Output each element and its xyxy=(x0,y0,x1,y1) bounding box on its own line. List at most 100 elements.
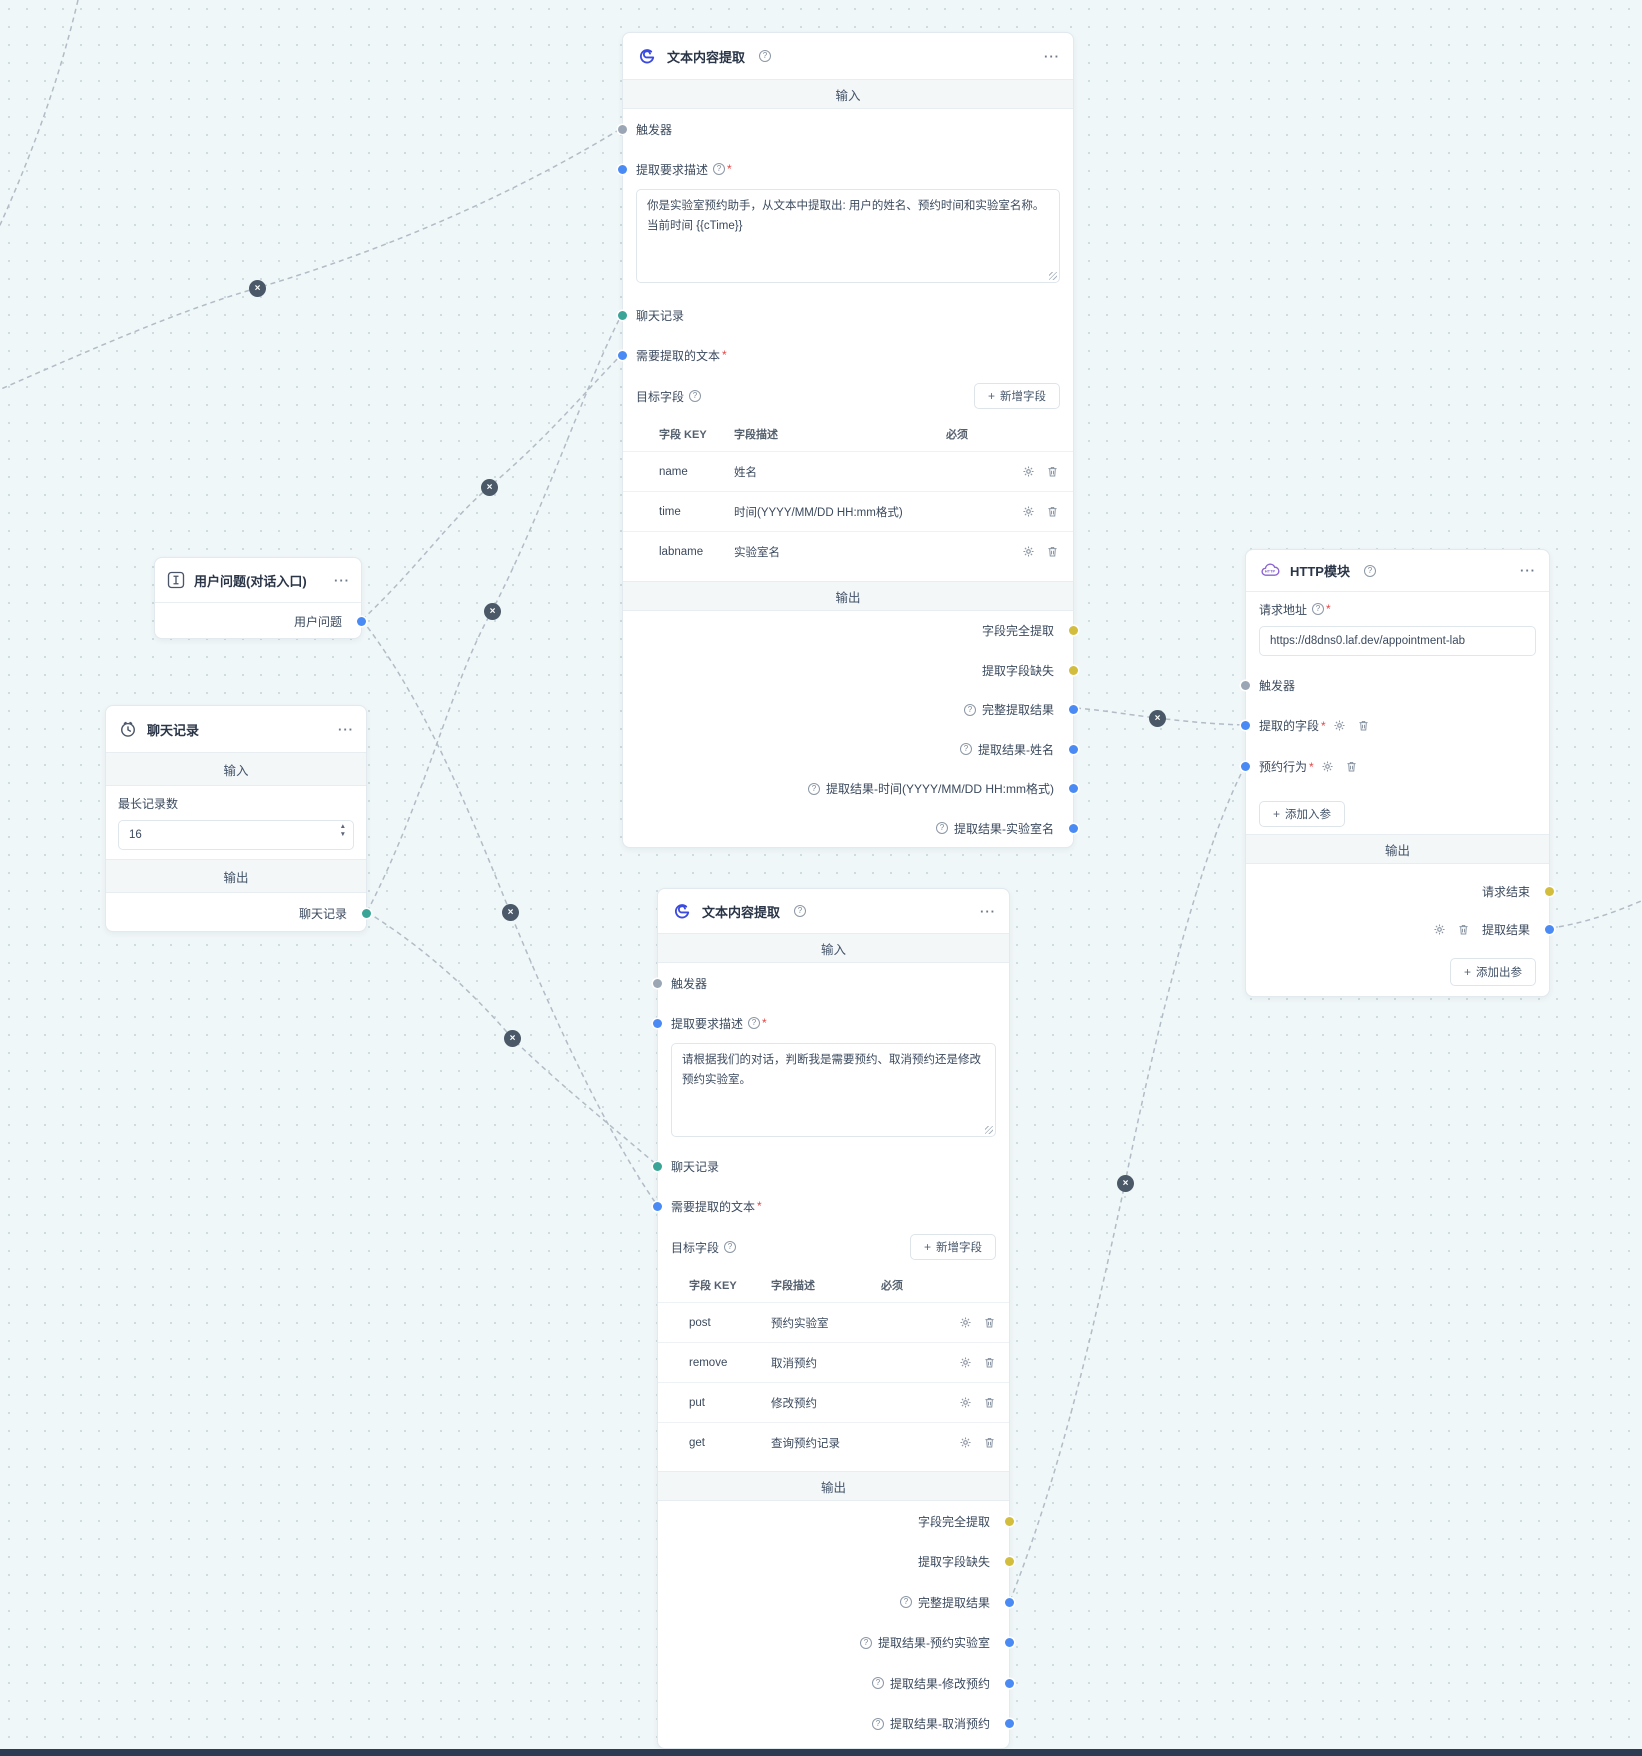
help-icon[interactable]: ? xyxy=(759,50,772,62)
trash-icon[interactable] xyxy=(1357,719,1370,732)
textarea-resize-handle[interactable] xyxy=(985,1126,993,1134)
clock-icon xyxy=(121,721,135,737)
help-icon[interactable]: ? xyxy=(963,703,976,716)
trash-icon[interactable] xyxy=(1046,505,1059,518)
input-handle[interactable] xyxy=(618,350,627,360)
input-handle[interactable] xyxy=(618,124,627,134)
textarea-resize-handle[interactable] xyxy=(1049,272,1057,280)
gear-icon[interactable] xyxy=(959,1356,972,1369)
trash-icon[interactable] xyxy=(1345,760,1358,773)
output-handle[interactable] xyxy=(1069,744,1078,754)
input-handle[interactable] xyxy=(1241,762,1250,771)
gear-icon[interactable] xyxy=(959,1436,972,1449)
edge-path[interactable] xyxy=(1549,898,1642,929)
edge-delete-icon[interactable]: × xyxy=(1117,1175,1134,1192)
request-url-input[interactable] xyxy=(1259,626,1536,656)
more-menu-icon[interactable]: ··· xyxy=(1044,48,1060,64)
edge-delete-icon[interactable]: × xyxy=(481,479,498,496)
output-handle[interactable] xyxy=(1005,1719,1014,1729)
edge-path[interactable] xyxy=(0,0,79,238)
more-menu-icon[interactable]: ··· xyxy=(980,903,996,919)
output-handle[interactable] xyxy=(1005,1516,1014,1526)
edge-delete-icon[interactable]: × xyxy=(504,1030,521,1047)
output-handle[interactable] xyxy=(1069,705,1078,715)
output-handle[interactable] xyxy=(1545,924,1554,934)
more-menu-icon[interactable]: ··· xyxy=(338,721,354,737)
edge-delete-icon[interactable]: × xyxy=(1149,710,1166,727)
field-desc: 查询预约记录 xyxy=(771,1437,840,1450)
output-handle[interactable] xyxy=(1005,1557,1014,1567)
trash-icon[interactable] xyxy=(1046,465,1059,478)
node-user-question[interactable]: 用户问题(对话入口) ··· 用户问题 xyxy=(154,557,366,639)
help-icon[interactable]: ? xyxy=(1363,564,1376,577)
edge-delete-icon[interactable]: × xyxy=(502,904,519,921)
edge-delete-icon[interactable]: × xyxy=(249,280,266,297)
gear-icon[interactable] xyxy=(1022,545,1035,558)
more-menu-icon[interactable]: ··· xyxy=(334,572,350,588)
add-field-button[interactable]: + 新增字段 xyxy=(909,1234,996,1260)
gear-icon[interactable] xyxy=(959,1396,972,1409)
help-icon[interactable]: ? xyxy=(860,1636,872,1649)
add-input-param-button[interactable]: + 添加入参 xyxy=(1259,801,1346,827)
input-handle[interactable] xyxy=(1241,721,1250,730)
node-chat-history[interactable]: 聊天记录 ··· 输入 最长记录数 ▲ ▼ 输出 聊天记录 xyxy=(105,705,371,932)
output-handle[interactable] xyxy=(1005,1597,1014,1607)
stepper-arrows[interactable]: ▲ ▼ xyxy=(339,823,346,838)
edge-path[interactable] xyxy=(0,127,623,392)
trash-icon[interactable] xyxy=(1457,923,1470,936)
trash-icon[interactable] xyxy=(983,1356,996,1369)
help-icon[interactable]: ? xyxy=(936,822,948,835)
trash-icon[interactable] xyxy=(983,1316,996,1329)
output-handle[interactable] xyxy=(1005,1638,1014,1648)
help-icon[interactable]: ? xyxy=(960,743,972,756)
help-icon[interactable]: ? xyxy=(808,782,820,795)
node-content-extract-bottom[interactable]: 文本内容提取 ? ··· 输入 触发器 提取要求描述 ? * 请根据我们的对话，… xyxy=(653,888,1014,1749)
help-icon[interactable]: ? xyxy=(724,1241,737,1253)
help-icon[interactable]: ? xyxy=(713,163,726,175)
gear-icon[interactable] xyxy=(1333,719,1346,732)
input-handle[interactable] xyxy=(618,310,627,320)
extract-description-textarea[interactable]: 你是实验室预约助手，从文本中提取出: 用户的姓名、预约时间和实验室名称。当前时间… xyxy=(636,189,1060,283)
output-handle[interactable] xyxy=(1069,784,1078,794)
node-content-extract-top[interactable]: 文本内容提取 ? ··· 输入 触发器 提取要求描述 ? * 你是实验室预约助手… xyxy=(618,32,1078,848)
help-icon[interactable]: ? xyxy=(872,1717,884,1730)
add-field-button[interactable]: + 新增字段 xyxy=(973,383,1060,409)
output-handle[interactable] xyxy=(1069,626,1078,636)
input-handle[interactable] xyxy=(618,164,627,174)
edge-delete-icon[interactable]: × xyxy=(484,603,501,620)
gear-icon[interactable] xyxy=(1433,923,1446,936)
help-icon[interactable]: ? xyxy=(689,390,702,402)
output-handle[interactable] xyxy=(1545,886,1554,896)
more-menu-icon[interactable]: ··· xyxy=(1520,563,1536,578)
gear-icon[interactable] xyxy=(1022,505,1035,518)
plus-icon: + xyxy=(923,1240,931,1254)
output-handle[interactable] xyxy=(1069,823,1078,833)
gear-icon[interactable] xyxy=(959,1316,972,1329)
help-icon[interactable]: ? xyxy=(1312,603,1325,615)
help-icon[interactable]: ? xyxy=(899,1596,912,1609)
extract-description-textarea[interactable]: 请根据我们的对话，判断我是需要预约、取消预约还是修改预约实验室。 xyxy=(671,1043,996,1137)
input-handle[interactable] xyxy=(653,1161,662,1171)
gear-icon[interactable] xyxy=(1022,465,1035,478)
max-records-input[interactable] xyxy=(118,820,354,850)
trash-icon[interactable] xyxy=(983,1436,996,1449)
input-handle[interactable] xyxy=(653,978,662,988)
output-handle[interactable] xyxy=(357,617,366,626)
add-output-param-button[interactable]: + 添加出参 xyxy=(1449,958,1536,986)
help-icon[interactable]: ? xyxy=(872,1677,884,1690)
help-icon[interactable]: ? xyxy=(794,905,807,917)
input-handle[interactable] xyxy=(653,1201,662,1211)
text-input-icon xyxy=(167,571,185,589)
node-http-module[interactable]: HTTP HTTP模块 ? ··· 请求地址 ? * 触发器 提取的字段 * 预… xyxy=(1241,549,1554,997)
gear-icon[interactable] xyxy=(1321,760,1334,773)
input-handle[interactable] xyxy=(1241,680,1250,690)
output-handle[interactable] xyxy=(1005,1678,1014,1688)
output-handle[interactable] xyxy=(1069,665,1078,675)
trash-icon[interactable] xyxy=(1046,545,1059,558)
trash-icon[interactable] xyxy=(983,1396,996,1409)
stepper-down-icon[interactable]: ▼ xyxy=(339,830,346,838)
output-handle[interactable] xyxy=(362,908,371,918)
help-icon[interactable]: ? xyxy=(748,1017,761,1029)
input-handle[interactable] xyxy=(653,1018,662,1028)
stepper-up-icon[interactable]: ▲ xyxy=(339,823,346,830)
